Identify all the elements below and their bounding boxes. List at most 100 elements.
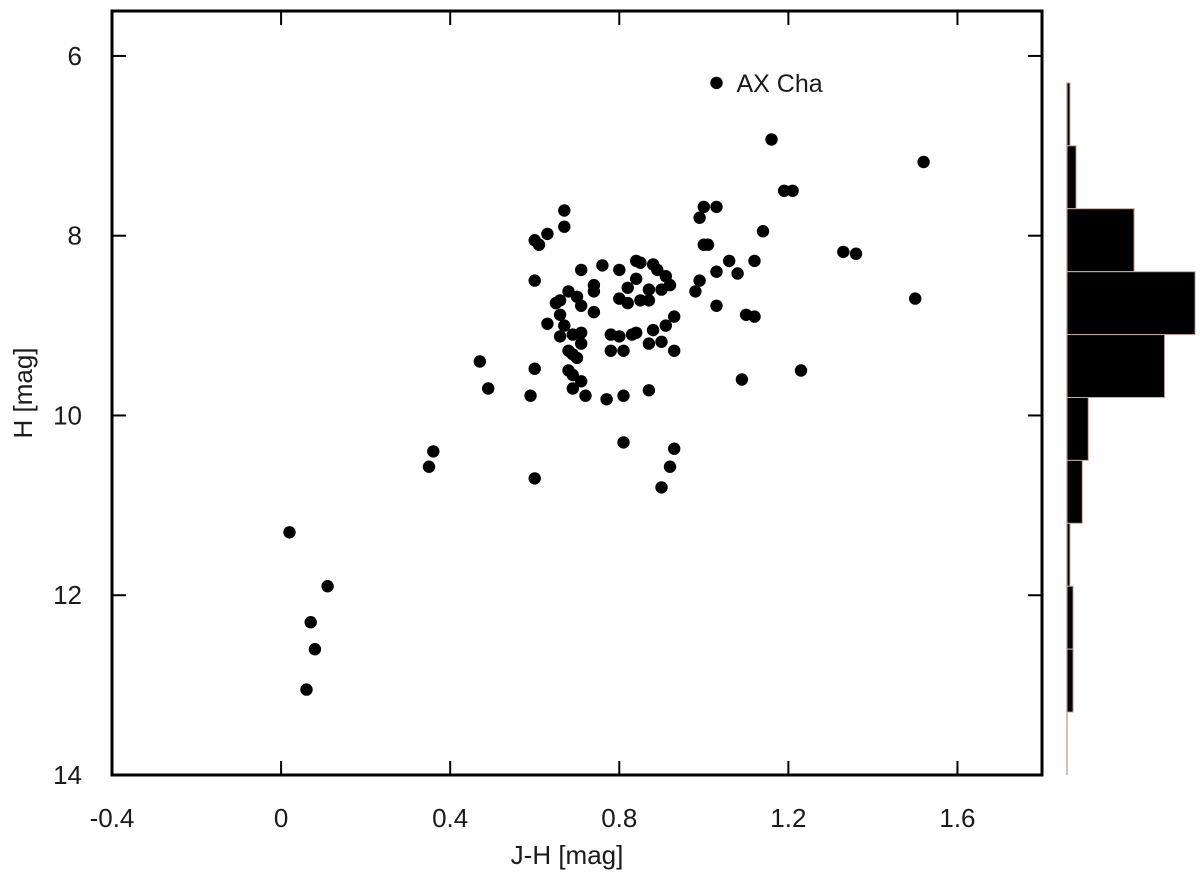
data-point: [642, 283, 656, 296]
histogram-bar: [1066, 648, 1074, 713]
data-point: [748, 254, 761, 268]
data-point: [473, 355, 486, 368]
x-tick-label: -0.4: [90, 803, 135, 833]
data-point: [765, 133, 778, 146]
data-point: [710, 265, 723, 278]
data-point: [575, 375, 588, 388]
data-point: [668, 442, 681, 455]
histogram-bar: [1066, 522, 1071, 587]
scatter-points: [283, 76, 930, 696]
data-point: [308, 643, 322, 656]
data-point: [621, 296, 634, 310]
data-point: [482, 382, 495, 395]
data-point: [541, 317, 554, 330]
plot-frame: [110, 9, 1044, 777]
x-tick-label: 0.8: [601, 803, 637, 833]
data-point: [524, 389, 537, 402]
histogram-bar: [1066, 271, 1196, 336]
x-tick-label: 1.6: [939, 803, 975, 833]
data-point: [689, 285, 702, 298]
data-point: [617, 344, 630, 357]
data-point: [668, 310, 681, 323]
histogram-bar: [1066, 459, 1083, 524]
x-tick-label: 0: [274, 803, 288, 833]
data-point: [693, 274, 706, 287]
x-tick-label: 0.4: [432, 803, 468, 833]
data-point: [422, 460, 436, 473]
data-point: [642, 294, 656, 307]
y-tick-label: 12: [53, 580, 82, 610]
data-point: [837, 245, 850, 259]
data-point: [617, 436, 630, 449]
data-point: [701, 238, 715, 251]
y-tick-label: 6: [68, 41, 82, 71]
data-point: [663, 460, 677, 473]
data-point: [553, 330, 567, 343]
data-point: [566, 382, 579, 395]
data-point: [630, 272, 643, 285]
data-point: [528, 472, 541, 485]
histogram: [1066, 82, 1196, 775]
data-point: [558, 220, 571, 233]
data-point: [600, 393, 613, 406]
data-point: [528, 362, 541, 375]
data-point: [553, 308, 567, 321]
data-point: [558, 319, 571, 332]
data-point: [917, 155, 930, 169]
data-point: [655, 283, 668, 296]
data-point: [579, 389, 592, 402]
data-point: [528, 274, 541, 287]
data-point: [617, 389, 630, 402]
y-axis-title: H [mag]: [8, 347, 38, 438]
data-point: [794, 364, 808, 377]
data-point: [655, 481, 668, 494]
data-point: [587, 285, 601, 298]
data-point: [651, 263, 664, 277]
data-point: [283, 526, 296, 539]
data-point: [575, 299, 588, 312]
data-point: [613, 330, 626, 343]
data-point: [849, 247, 863, 260]
data-point: [553, 294, 567, 307]
histogram-bar: [1066, 145, 1077, 210]
data-point: [621, 281, 634, 294]
y-tick-label: 8: [68, 221, 82, 251]
histogram-bar: [1066, 82, 1071, 147]
data-point: [630, 326, 643, 339]
data-point: [723, 254, 736, 268]
data-point: [613, 263, 626, 277]
data-point: [300, 683, 313, 696]
data-point: [575, 263, 588, 277]
histogram-bar: [1066, 397, 1089, 461]
data-point: [634, 294, 647, 307]
data-point: [786, 184, 799, 197]
annotation-label: AX Cha: [737, 70, 823, 98]
histogram-bar: [1066, 208, 1135, 273]
y-tick-label: 14: [53, 760, 82, 790]
data-point: [756, 225, 770, 238]
data-point: [575, 337, 588, 350]
data-point: [642, 337, 656, 350]
data-point: [668, 344, 681, 357]
data-point: [642, 384, 656, 397]
data-point: [659, 319, 672, 332]
data-point: [697, 200, 710, 214]
data-point: [427, 445, 440, 458]
data-point: [570, 351, 584, 365]
data-point: [541, 227, 554, 241]
data-point: [634, 256, 647, 269]
y-tick-labels: 6 8 10 12 14: [53, 41, 82, 790]
axis-ticks: [111, 11, 1042, 776]
data-point: [710, 76, 723, 90]
data-point: [304, 616, 317, 629]
data-point: [693, 211, 706, 224]
data-point: [748, 310, 761, 323]
x-tick-labels: -0.4 0 0.4 0.8 1.2 1.6: [90, 803, 976, 833]
y-tick-label: 10: [53, 400, 82, 430]
data-point: [596, 259, 609, 272]
histogram-bar: [1066, 334, 1166, 399]
data-point: [655, 335, 668, 348]
data-point: [321, 580, 334, 593]
x-tick-label: 1.2: [770, 803, 806, 833]
